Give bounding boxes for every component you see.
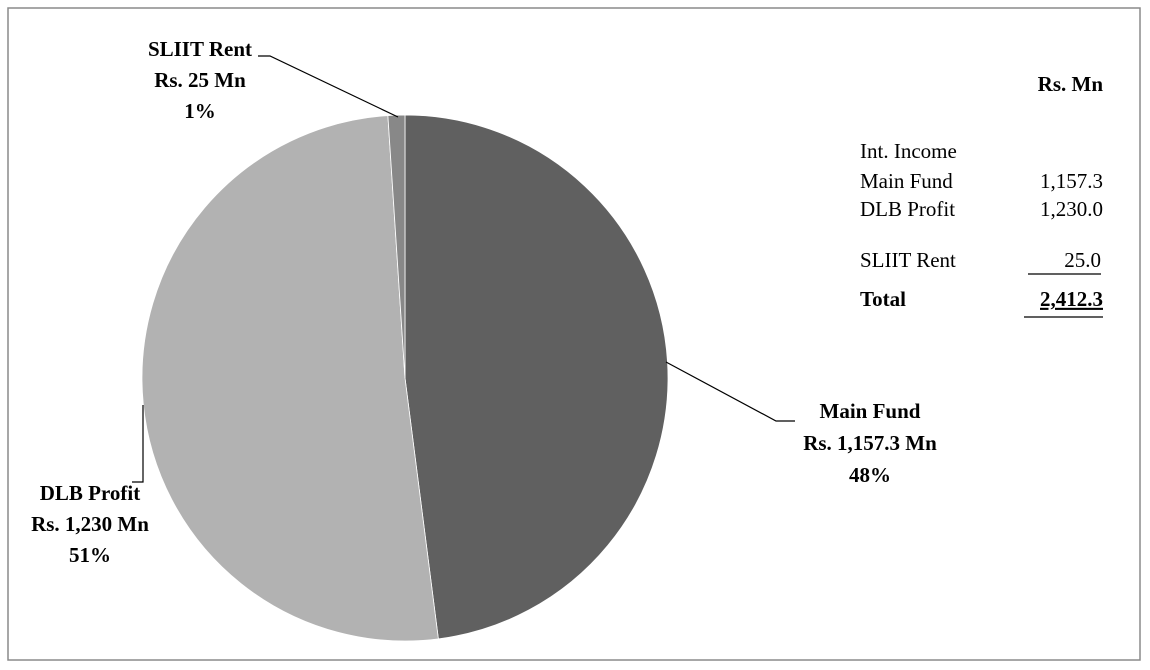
value-label: Rs. 25 Mn: [154, 68, 246, 92]
pie: [141, 114, 669, 642]
table-total-label: Total: [860, 287, 906, 311]
pie-slice: [141, 115, 439, 642]
labels: Main Fund Rs. 1,157.3 Mn 48% DLB Profit Rs. …: [31, 37, 937, 567]
table-total-value: 2,412.3: [1040, 287, 1103, 311]
pie-slice: [404, 114, 669, 640]
table-row-label: DLB Profit: [860, 197, 955, 221]
table-header: Int. Income: [860, 139, 957, 163]
slice-label: DLB Profit: [40, 481, 141, 505]
leader-line: [258, 55, 399, 118]
percent-label: 51%: [69, 543, 111, 567]
slice-label: SLIIT Rent: [148, 37, 252, 61]
leader-line: [132, 405, 144, 483]
value-label: Rs. 1,157.3 Mn: [803, 431, 937, 455]
table-row-label: Main Fund: [860, 169, 953, 193]
table-row-label: SLIIT Rent: [860, 248, 956, 272]
table-title: Rs. Mn: [1038, 72, 1104, 96]
table-row-value: 1,157.3: [1040, 169, 1103, 193]
table-row-value: 25.0: [1064, 248, 1101, 272]
slice-label: Main Fund: [820, 399, 921, 423]
pie-slice: [387, 114, 406, 379]
percent-label: 48%: [849, 463, 891, 487]
table-row-value: 1,230.0: [1040, 197, 1103, 221]
value-label: Rs. 1,230 Mn: [31, 512, 149, 536]
percent-label: 1%: [184, 99, 216, 123]
leader-line: [665, 361, 795, 422]
